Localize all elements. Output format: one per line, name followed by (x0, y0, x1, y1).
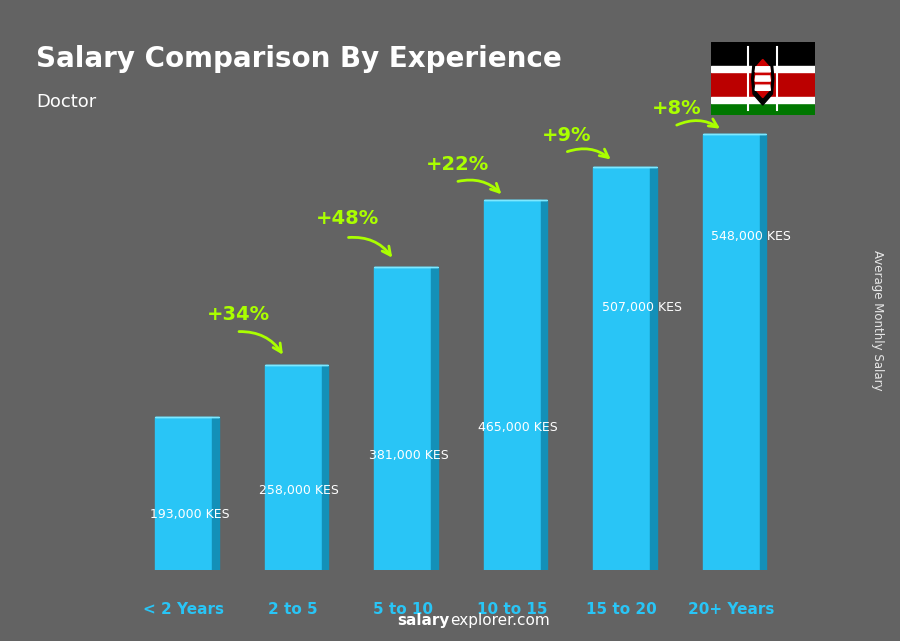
Bar (711, 71, 814, 97)
Bar (374, 267, 431, 570)
Text: +9%: +9% (542, 126, 591, 145)
Polygon shape (755, 67, 770, 72)
Text: 193,000 KES: 193,000 KES (149, 508, 230, 521)
Polygon shape (755, 76, 770, 81)
Polygon shape (755, 60, 770, 97)
Polygon shape (541, 200, 547, 570)
Text: < 2 Years: < 2 Years (143, 603, 224, 617)
Bar (593, 167, 650, 570)
Text: 507,000 KES: 507,000 KES (602, 301, 682, 314)
Text: +48%: +48% (316, 209, 380, 228)
Text: +8%: +8% (652, 99, 701, 119)
Text: +22%: +22% (426, 155, 489, 174)
Bar (711, 42, 814, 67)
Text: 10 to 15: 10 to 15 (477, 603, 547, 617)
Text: salary: salary (398, 613, 450, 628)
Bar (711, 103, 814, 115)
Text: 15 to 20: 15 to 20 (586, 603, 657, 617)
Bar (155, 417, 212, 570)
Bar (711, 97, 814, 103)
Bar (703, 134, 760, 570)
Text: Salary Comparison By Experience: Salary Comparison By Experience (36, 45, 562, 73)
Polygon shape (650, 167, 657, 570)
Text: Average Monthly Salary: Average Monthly Salary (871, 250, 884, 391)
Text: 20+ Years: 20+ Years (688, 603, 774, 617)
Polygon shape (752, 52, 774, 105)
Bar (711, 65, 814, 72)
Bar (265, 365, 321, 570)
Text: explorer.com: explorer.com (450, 613, 550, 628)
Polygon shape (760, 134, 766, 570)
Polygon shape (321, 365, 328, 570)
Text: 258,000 KES: 258,000 KES (259, 485, 339, 497)
Polygon shape (755, 85, 770, 90)
Text: 548,000 KES: 548,000 KES (712, 229, 791, 243)
Polygon shape (431, 267, 437, 570)
Text: 5 to 10: 5 to 10 (373, 603, 433, 617)
Text: 465,000 KES: 465,000 KES (478, 420, 558, 434)
Text: Doctor: Doctor (36, 93, 96, 111)
Text: 381,000 KES: 381,000 KES (369, 449, 448, 462)
Polygon shape (212, 417, 219, 570)
Bar (483, 200, 541, 570)
Text: +34%: +34% (207, 304, 270, 324)
Text: 2 to 5: 2 to 5 (268, 603, 318, 617)
